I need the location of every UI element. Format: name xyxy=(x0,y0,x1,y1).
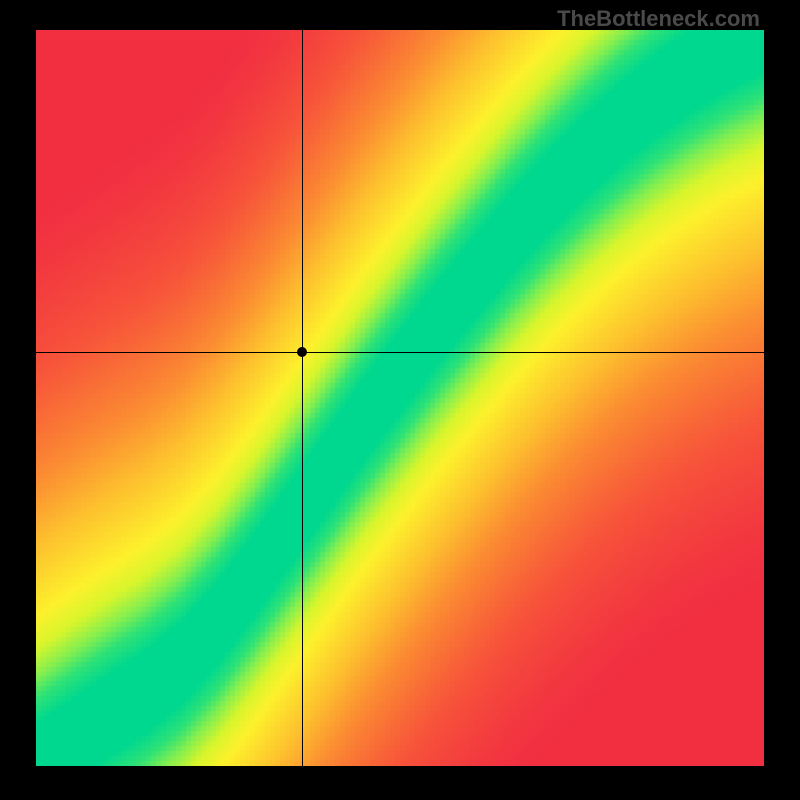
chart-frame xyxy=(36,30,764,766)
watermark-text: TheBottleneck.com xyxy=(557,6,760,32)
marker-point xyxy=(297,347,307,357)
crosshair-vertical xyxy=(302,30,303,766)
heatmap xyxy=(36,30,764,766)
chart-container: TheBottleneck.com xyxy=(0,0,800,800)
crosshair-horizontal xyxy=(36,352,764,353)
